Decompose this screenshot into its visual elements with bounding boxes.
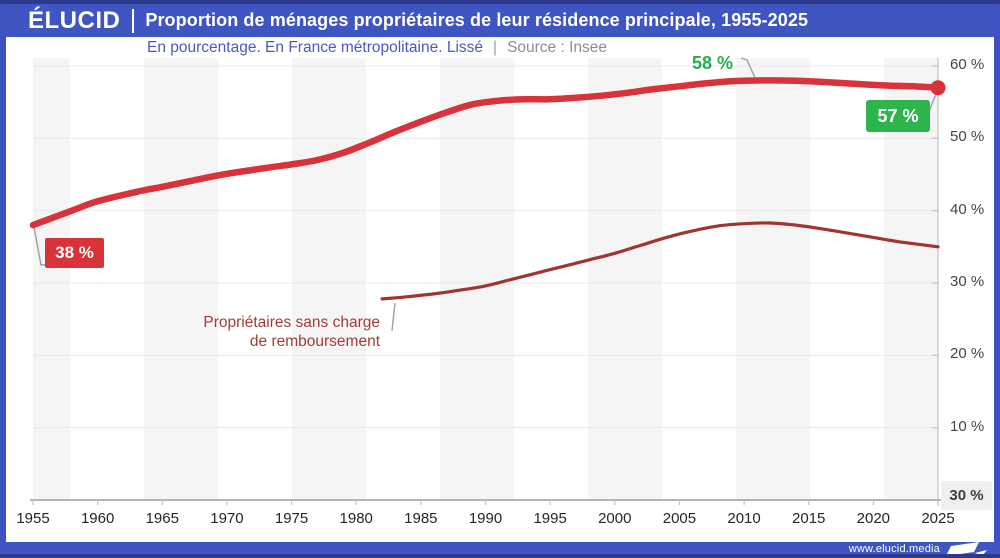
elucid-logo: ÉLUCID [28, 6, 121, 34]
y-tick-label-40: 40 % [950, 200, 985, 218]
x-tick-label-2005: 2005 [662, 510, 697, 527]
axis-floor-badge: 30 % [941, 481, 992, 510]
y-tick-label-20: 20 % [950, 345, 985, 363]
frame-left-edge [0, 0, 6, 558]
x-tick-label-2000: 2000 [598, 510, 632, 527]
y-tick-label-30: 30 % [950, 273, 985, 290]
subtitle-separator: | [493, 39, 498, 56]
peak-value-label: 58 % [692, 53, 734, 73]
x-tick-label-1965: 1965 [145, 510, 179, 527]
x-tick-label-1970: 1970 [210, 510, 244, 527]
x-tick-label-1980: 1980 [339, 510, 373, 527]
x-tick-label-1995: 1995 [533, 510, 567, 527]
y-tick-label-50: 50 % [950, 128, 985, 146]
frame-top-edge [0, 0, 1000, 4]
end-value-badge: 57 % [866, 100, 930, 132]
secondary-series-label-line2: de remboursement [249, 333, 380, 350]
subtitle-text: En pourcentage. En France métropolitaine… [147, 39, 484, 56]
chart-title: Proportion de ménages propriétaires de l… [145, 10, 809, 30]
start-value-badge: 38 % [45, 238, 104, 268]
x-tick-label-1975: 1975 [274, 510, 309, 527]
footer-bar: www.elucid.media [0, 542, 1000, 556]
x-tick-label-1990: 1990 [468, 510, 503, 527]
frame-bottom-edge [0, 554, 1000, 558]
frame-right-edge [994, 0, 1000, 558]
y-tick-label-60: 60 % [950, 56, 985, 73]
x-tick-label-2015: 2015 [792, 510, 826, 527]
header-bar: ÉLUCID Proportion de ménages propriétair… [0, 4, 1000, 37]
header-divider [132, 8, 135, 33]
secondary-series-label-line1: Propriétaires sans charge [203, 314, 380, 331]
footer-url: www.elucid.media [848, 543, 940, 555]
subtitle-row: En pourcentage. En France métropolitaine… [147, 39, 607, 59]
secondary-series-label: Propriétaires sans charge de rembourseme… [203, 313, 380, 351]
plot-area [33, 58, 938, 500]
x-tick-label-2020: 2020 [856, 510, 891, 527]
x-tick-label-2025: 2025 [921, 510, 955, 527]
y-tick-label-10: 10 % [950, 417, 985, 435]
x-tick-label-2010: 2010 [727, 510, 761, 527]
source-label: Source : Insee [507, 39, 608, 56]
elucid-flag-icon [946, 542, 987, 556]
x-tick-label-1960: 1960 [80, 510, 115, 527]
x-tick-label-1985: 1985 [404, 510, 438, 527]
x-tick-label-1955: 1955 [16, 510, 50, 527]
